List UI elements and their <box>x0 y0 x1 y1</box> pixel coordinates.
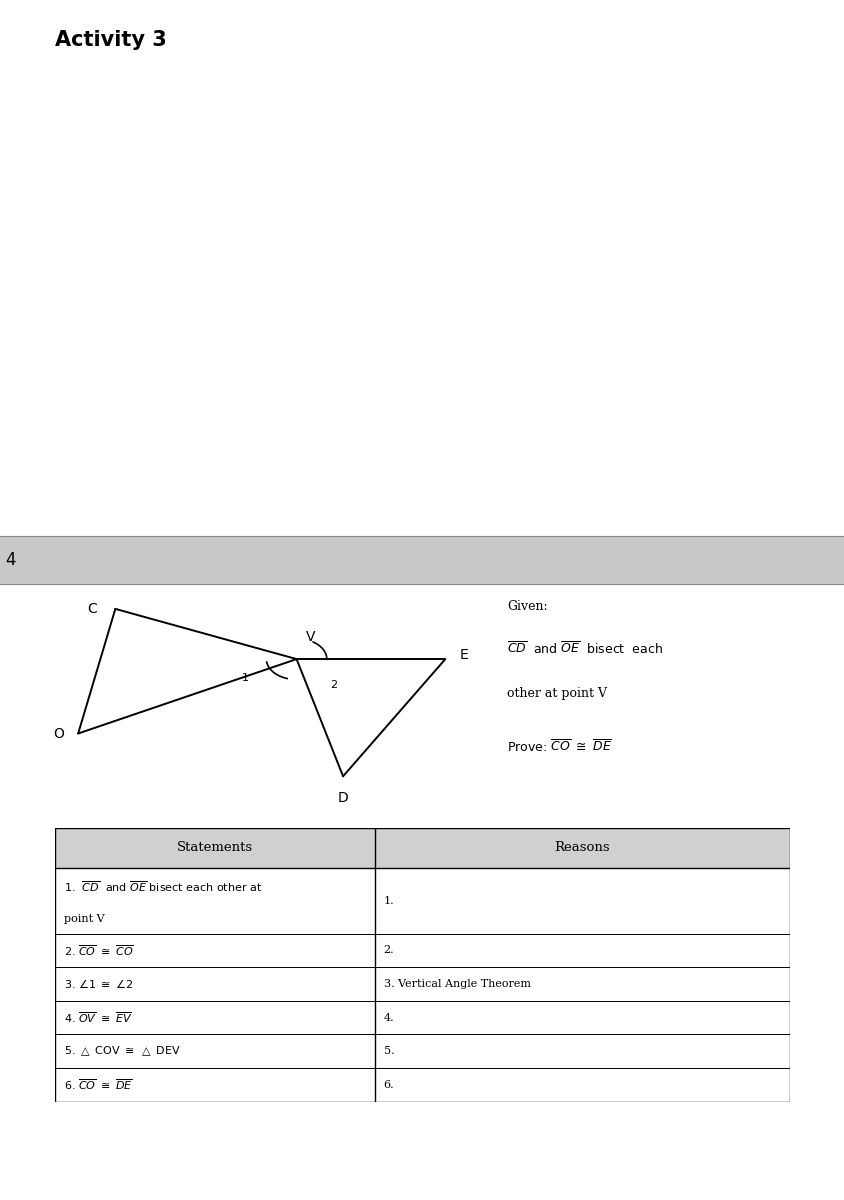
Text: V: V <box>306 630 315 644</box>
Text: 1.  $\overline{CD}$  and $\overline{OE}$ bisect each other at: 1. $\overline{CD}$ and $\overline{OE}$ b… <box>63 880 262 894</box>
Text: Prove: $\overline{CO}$ $\cong$ $\overline{DE}$: Prove: $\overline{CO}$ $\cong$ $\overlin… <box>506 739 611 755</box>
Text: Activity 3: Activity 3 <box>55 30 166 50</box>
Text: 4.: 4. <box>383 1013 393 1022</box>
Text: Statements: Statements <box>176 841 252 854</box>
Text: 2: 2 <box>330 680 337 690</box>
Text: other at point V: other at point V <box>506 686 606 700</box>
Text: point V: point V <box>63 913 105 924</box>
Text: 2. $\overline{CO}$ $\cong$ $\overline{CO}$: 2. $\overline{CO}$ $\cong$ $\overline{CO… <box>63 943 133 958</box>
Bar <box>374 828 789 868</box>
Text: 2.: 2. <box>383 946 393 955</box>
Text: 6. $\overline{CO}$ $\cong$ $\overline{DE}$: 6. $\overline{CO}$ $\cong$ $\overline{DE… <box>63 1078 133 1092</box>
Text: 3. $\angle$1 $\cong$ $\angle$2: 3. $\angle$1 $\cong$ $\angle$2 <box>63 978 133 990</box>
Text: 5. $\triangle$ COV $\cong$ $\triangle$ DEV: 5. $\triangle$ COV $\cong$ $\triangle$ D… <box>63 1044 181 1058</box>
Text: E: E <box>459 648 468 662</box>
Bar <box>55 828 374 868</box>
Text: 3. Vertical Angle Theorem: 3. Vertical Angle Theorem <box>383 979 530 989</box>
Text: Reasons: Reasons <box>554 841 609 854</box>
Text: $\overline{CD}$  and $\overline{OE}$  bisect  each: $\overline{CD}$ and $\overline{OE}$ bise… <box>506 641 663 656</box>
Text: Given:: Given: <box>506 600 547 612</box>
Text: D: D <box>338 791 348 805</box>
Text: C: C <box>87 602 97 616</box>
Text: 5.: 5. <box>383 1046 393 1056</box>
Text: O: O <box>53 726 64 740</box>
Text: 4: 4 <box>5 551 15 569</box>
Text: 1: 1 <box>241 673 249 683</box>
Text: 1.: 1. <box>383 895 393 906</box>
Text: 6.: 6. <box>383 1080 393 1090</box>
Text: 4. $\overline{OV}$ $\cong$ $\overline{EV}$: 4. $\overline{OV}$ $\cong$ $\overline{EV… <box>63 1010 133 1025</box>
